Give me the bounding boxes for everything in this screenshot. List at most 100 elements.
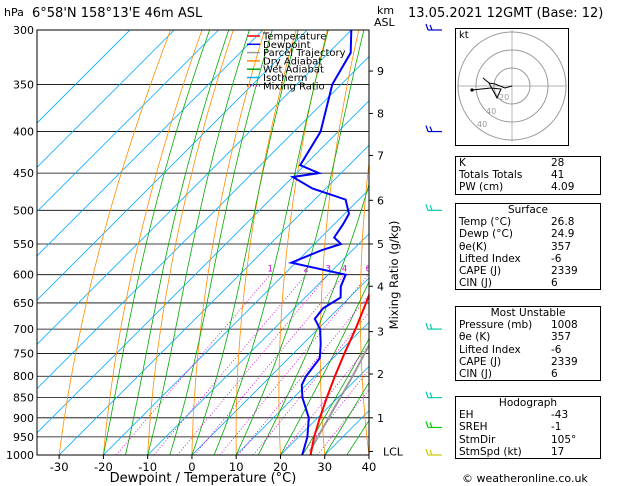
x-tick-label: 10 [229, 460, 244, 474]
x-tick-label: -30 [50, 460, 69, 474]
pressure-tick-label: 600 [13, 269, 34, 282]
surface-label: CAPE (J) [459, 265, 502, 278]
wet-adiabat [235, 30, 365, 455]
mixing-ratio-label: 4 [342, 265, 347, 275]
mu-value: 1008 [551, 319, 578, 332]
x-axis-label: Dewpoint / Temperature (°C) [110, 471, 297, 486]
mixing-ratio-label: 20 [440, 265, 451, 275]
isotherm [58, 144, 369, 455]
x-tick-label: 40 [362, 460, 377, 474]
wind-barb-flag [425, 125, 429, 132]
mixing-ratio-line [317, 388, 369, 455]
most-unstable-box: Most Unstable Pressure (mb) 1008 θe (K) 35… [455, 306, 601, 382]
mu-value: -6 [551, 343, 562, 356]
pressure-tick-label: 700 [13, 323, 34, 336]
surface-value: 24.9 [551, 228, 575, 241]
mixing-ratio-label: 1 [267, 265, 272, 275]
wind-barb-flag [425, 322, 429, 330]
wet-adiabat [169, 30, 273, 455]
hodo-label: SREH [459, 421, 488, 434]
credit-text: © weatheronline.co.uk [462, 472, 588, 485]
wet-adiabat [324, 381, 369, 455]
surface-title: Surface [507, 204, 548, 216]
mixing-ratio-label: 2 [303, 265, 308, 275]
wind-barb-flag [429, 323, 433, 330]
legend-label: Temperature [262, 32, 326, 43]
plot-frame [36, 29, 370, 456]
isotherm [280, 365, 369, 455]
surface-value: 2339 [551, 265, 578, 278]
hodograph-params-title: Hodograph [498, 397, 558, 409]
mixing-ratio-line [219, 274, 369, 455]
mixing-ratio-label: 15 [421, 265, 432, 275]
hodo-value: 105° [551, 433, 577, 446]
x-tick-label: 0 [188, 460, 195, 474]
dry-adiabat [191, 30, 266, 455]
x-tick-label: -10 [138, 460, 157, 474]
isotherm [103, 188, 369, 455]
mixing-ratio-label: 3 [326, 265, 331, 275]
surface-label: Temp (°C) [459, 216, 512, 229]
surface-label: Dewp (°C) [459, 228, 513, 241]
mixing-ratio-label: 6 [366, 265, 371, 275]
dry-adiabat [58, 30, 171, 455]
dry-adiabat [437, 30, 455, 455]
isotherm [147, 233, 369, 455]
pressure-tick-label: 500 [13, 204, 34, 217]
wind-barb-flag [425, 23, 429, 31]
km-tick-label: 6 [377, 194, 384, 207]
mu-label: CIN (J) [459, 368, 492, 381]
pressure-tick-label: 550 [13, 238, 34, 251]
isotherm [37, 30, 131, 124]
mu-label: θe (K) [459, 331, 491, 344]
pressure-tick-label: 300 [13, 24, 34, 37]
asl-axis-title: ASL [374, 16, 395, 29]
hodograph-unit: kt [459, 30, 469, 41]
index-label: K [459, 157, 466, 169]
parcel-trajectory-line [308, 343, 369, 452]
pressure-tick-label: 800 [13, 370, 34, 383]
km-tick-label: 2 [377, 368, 384, 381]
wind-barb-flag [429, 126, 433, 132]
wet-adiabat [147, 30, 250, 455]
most-unstable-title: Most Unstable [490, 307, 566, 319]
km-tick-label: 5 [377, 238, 384, 251]
location-title: 6°58'N 158°13'E 46m ASL [32, 6, 203, 21]
wet-adiabat [125, 30, 230, 455]
index-value: 28 [551, 157, 565, 169]
mu-value: 6 [551, 368, 558, 381]
mixing-ratio-line [280, 344, 369, 455]
surface-label: Lifted Index [459, 252, 521, 265]
km-tick-label: LCL [383, 445, 404, 458]
hodograph-ring-label: 20 [499, 93, 509, 102]
surface-label: θe(K) [459, 240, 487, 253]
surface-value: 26.8 [551, 216, 575, 229]
wind-barb-flag [429, 24, 433, 31]
x-tick-label: -20 [94, 460, 113, 474]
wind-barb-flag [425, 204, 429, 211]
pressure-tick-label: 950 [13, 431, 34, 444]
dewpoint-line [287, 30, 353, 455]
surface-value: 357 [551, 240, 572, 253]
isotherm [37, 30, 219, 213]
wet-adiabat [103, 30, 210, 455]
pressure-tick-label: 850 [13, 392, 34, 405]
legend-label: Wet Adiabat [263, 65, 324, 76]
dry-adiabat [103, 30, 203, 455]
datetime-title: 13.05.2021 12GMT (Base: 12) [408, 6, 604, 21]
dry-adiabat [359, 159, 369, 455]
hodo-label: StmDir [459, 433, 496, 446]
pressure-tick-label: 1000 [6, 449, 34, 462]
dry-adiabat [147, 30, 234, 455]
x-tick-label: 30 [317, 460, 332, 474]
hodograph-trace [471, 82, 513, 100]
wind-barbs [425, 23, 442, 456]
wind-barb-flag [425, 421, 429, 428]
wind-barb-flag [429, 205, 433, 211]
wind-barb-flag [425, 448, 429, 456]
mixing-ratio-line [177, 274, 329, 455]
hodo-value: 17 [551, 445, 565, 458]
pressure-tick-label: 650 [13, 297, 34, 310]
hodo-label: StmSpd (kt) [459, 445, 522, 458]
